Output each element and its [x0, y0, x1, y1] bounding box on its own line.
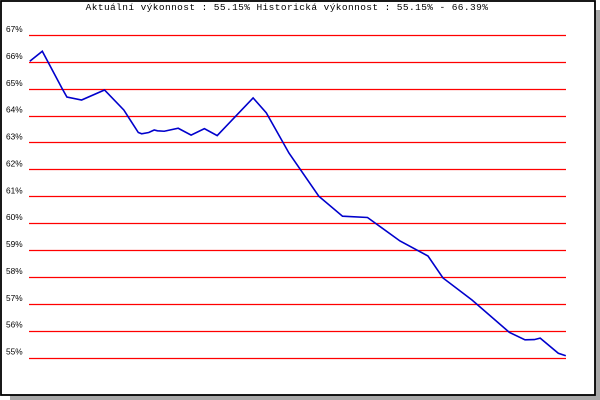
svg-text:61%: 61% — [6, 185, 23, 195]
svg-text:58%: 58% — [6, 266, 23, 276]
svg-text:62%: 62% — [6, 158, 23, 168]
svg-text:63%: 63% — [6, 132, 23, 142]
svg-text:59%: 59% — [6, 239, 23, 249]
svg-text:65%: 65% — [6, 78, 23, 88]
svg-text:Aktuální výkonnost : 55.15% H: Aktuální výkonnost : 55.15% Historická v… — [86, 2, 489, 13]
svg-text:56%: 56% — [6, 320, 23, 330]
svg-text:66%: 66% — [6, 51, 23, 61]
svg-text:57%: 57% — [6, 293, 23, 303]
svg-text:55%: 55% — [6, 347, 23, 357]
svg-text:67%: 67% — [6, 24, 23, 34]
svg-text:60%: 60% — [6, 212, 23, 222]
svg-text:64%: 64% — [6, 105, 23, 115]
